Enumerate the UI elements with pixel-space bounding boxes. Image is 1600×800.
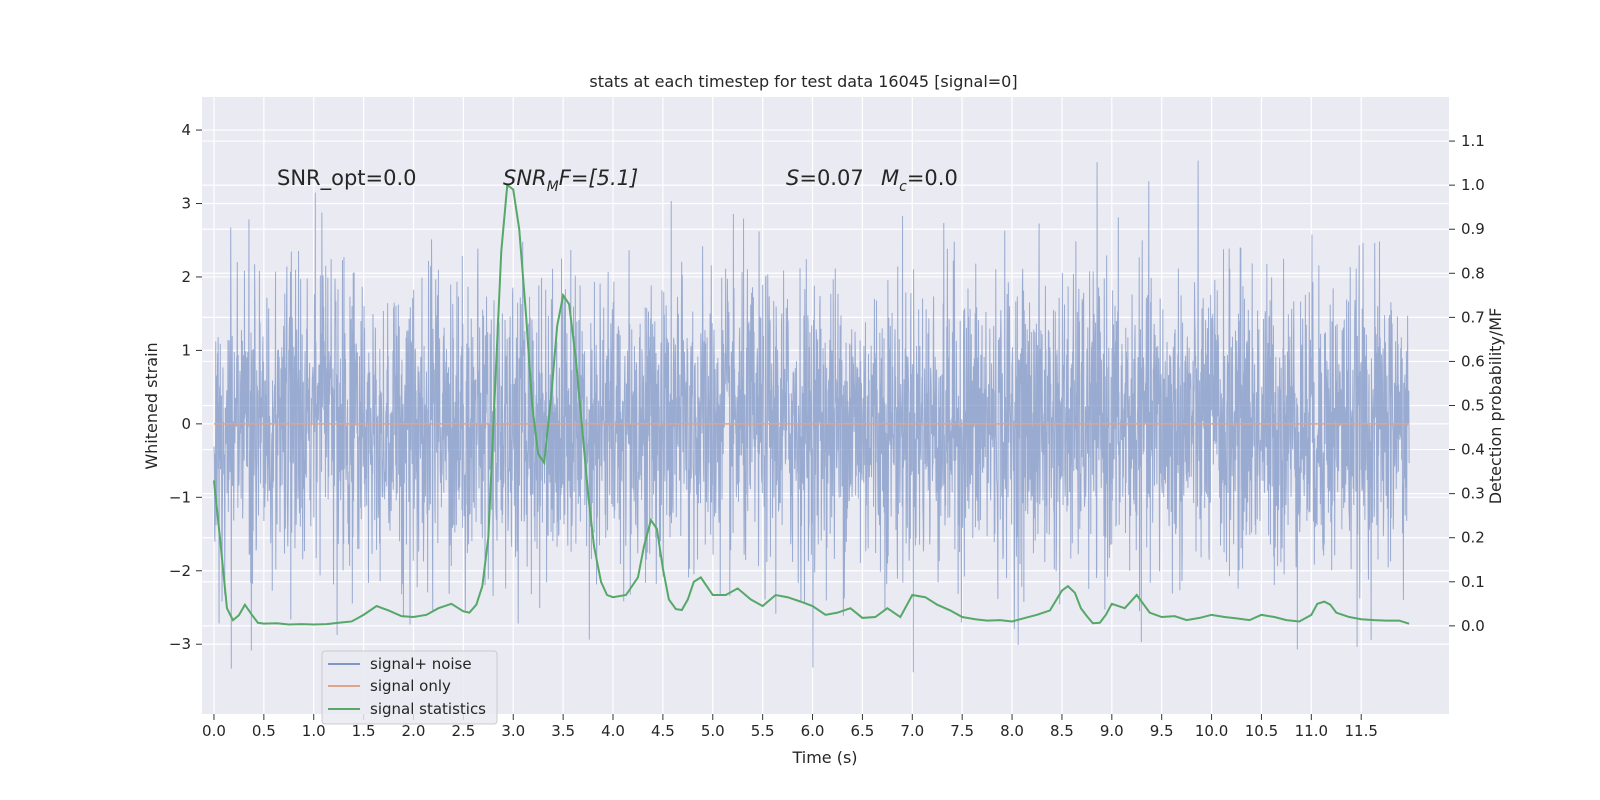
y2-tick-label: 0.0 <box>1461 617 1485 635</box>
y2-tick-label: 0.4 <box>1461 441 1485 459</box>
y-tick-label: −1 <box>169 488 191 506</box>
y-tick-label: −3 <box>169 635 191 653</box>
y-axis-ticks: −3 −2 −1 0 1 2 3 4 <box>169 121 202 653</box>
noise-series <box>213 160 1410 673</box>
x-tick-label: 3.5 <box>551 722 575 740</box>
x-tick-label: 5.0 <box>701 722 725 740</box>
x-tick-label: 3.0 <box>501 722 525 740</box>
x-tick-label: 1.5 <box>352 722 376 740</box>
y2-tick-label: 0.7 <box>1461 308 1485 326</box>
x-tick-label: 5.5 <box>751 722 775 740</box>
y2-tick-label: 1.0 <box>1461 176 1485 194</box>
x-tick-label: 0.0 <box>202 722 226 740</box>
chart-title: stats at each timestep for test data 160… <box>589 72 1017 91</box>
legend-box <box>321 650 498 725</box>
x-tick-label: 7.5 <box>950 722 974 740</box>
annotations: SNR_opt=0.0 SNRMF=[5.1] S=0.07 Mc=0.0 <box>277 166 958 195</box>
snr-mf-symbol: SNR <box>503 166 547 190</box>
x-tick-label: 4.5 <box>651 722 675 740</box>
x-axis-ticks: 0.0 0.5 1.0 1.5 2.0 2.5 3.0 3.5 4.0 4.5 5.0 5.5 6.0 6… <box>202 714 1378 740</box>
statistics-series <box>212 183 1410 626</box>
x-tick-label: 11.5 <box>1345 722 1378 740</box>
x-tick-label: 10.0 <box>1195 722 1228 740</box>
y-tick-label: −2 <box>169 562 191 580</box>
x-tick-label: 9.0 <box>1100 722 1124 740</box>
y-tick-label: 0 <box>181 415 191 433</box>
x-tick-label: 7.0 <box>900 722 924 740</box>
x-tick-label: 9.5 <box>1150 722 1174 740</box>
y2-axis-label: Detection probability/MF <box>1486 308 1505 505</box>
x-tick-label: 8.5 <box>1050 722 1074 740</box>
y-tick-label: 1 <box>181 341 191 359</box>
legend: signal+ noise signal only signal statist… <box>321 650 498 725</box>
y-tick-label: 4 <box>181 121 191 139</box>
x-tick-label: 10.5 <box>1245 722 1278 740</box>
x-tick-label: 11.0 <box>1295 722 1328 740</box>
mc-annotation: Mc=0.0 <box>881 166 958 195</box>
s-value: =0.07 <box>799 166 863 190</box>
y2-tick-label: 0.6 <box>1461 352 1485 370</box>
s-annotation: S=0.07 <box>786 166 864 190</box>
x-tick-label: 6.0 <box>801 722 825 740</box>
y-tick-label: 3 <box>181 195 191 213</box>
snr-mf-value: F=[5.1] <box>559 166 638 190</box>
y2-axis-ticks: 0.0 0.1 0.2 0.3 0.4 0.5 0.6 0.7 0.8 0.9 1.0 1.1 <box>1449 132 1485 635</box>
s-symbol: S <box>786 166 799 190</box>
y2-tick-label: 0.9 <box>1461 220 1485 238</box>
snr-mf-annotation: SNRMF=[5.1] <box>503 166 638 195</box>
x-tick-label: 2.0 <box>402 722 426 740</box>
y2-tick-label: 0.2 <box>1461 529 1485 547</box>
y-axis-label: Whitened strain <box>142 342 161 469</box>
legend-label-noise: signal+ noise <box>370 655 472 673</box>
noise-line <box>213 160 1410 673</box>
mc-subscript: c <box>899 179 907 195</box>
mc-symbol: M <box>881 166 899 190</box>
legend-label-statistics: signal statistics <box>370 700 486 718</box>
statistics-line <box>212 183 1410 626</box>
x-tick-label: 1.0 <box>302 722 326 740</box>
snr-opt-annotation: SNR_opt=0.0 <box>277 166 417 191</box>
y2-tick-label: 0.5 <box>1461 397 1485 415</box>
x-tick-label: 0.5 <box>252 722 276 740</box>
x-tick-label: 8.0 <box>1000 722 1024 740</box>
x-tick-label: 4.0 <box>601 722 625 740</box>
x-tick-label: 2.5 <box>451 722 475 740</box>
y2-tick-label: 1.1 <box>1461 132 1485 150</box>
legend-label-signal-only: signal only <box>370 677 451 695</box>
snr-mf-subscript: M <box>547 179 559 195</box>
y-tick-label: 2 <box>181 268 191 286</box>
y2-tick-label: 0.8 <box>1461 264 1485 282</box>
x-tick-label: 6.5 <box>850 722 874 740</box>
x-axis-label: Time (s) <box>791 748 857 767</box>
y2-tick-label: 0.3 <box>1461 485 1485 503</box>
y2-tick-label: 0.1 <box>1461 573 1485 591</box>
mc-value: =0.0 <box>907 166 958 190</box>
